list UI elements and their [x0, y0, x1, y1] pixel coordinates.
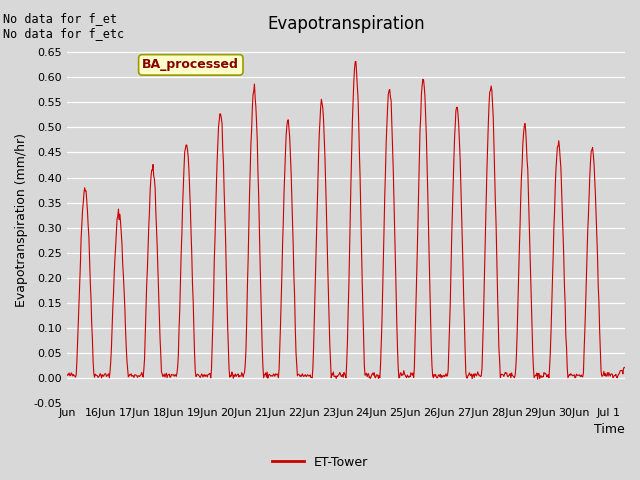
Title: Evapotranspiration: Evapotranspiration: [268, 15, 425, 33]
Y-axis label: Evapotranspiration (mm/hr): Evapotranspiration (mm/hr): [15, 133, 28, 307]
Text: No data for f_et
No data for f_etc: No data for f_et No data for f_etc: [3, 12, 124, 40]
Text: BA_processed: BA_processed: [142, 59, 239, 72]
X-axis label: Time: Time: [595, 423, 625, 436]
Legend: ET-Tower: ET-Tower: [268, 451, 372, 474]
